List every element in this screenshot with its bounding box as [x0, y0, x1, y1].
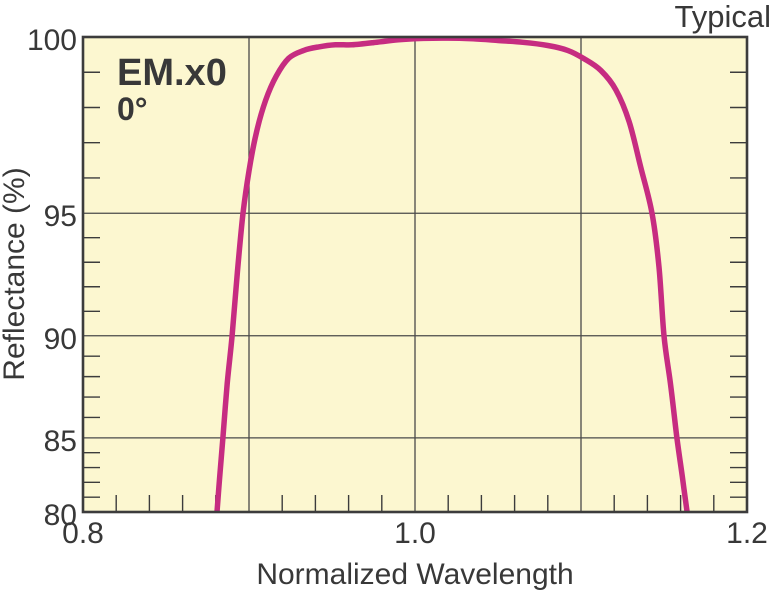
typical-label: Typical: [674, 0, 771, 34]
x-axis-title: Normalized Wavelength: [256, 558, 574, 591]
y-tick-label: 90: [43, 322, 77, 356]
y-tick-label: 95: [43, 200, 77, 234]
plot-border: [81, 35, 749, 514]
angle-annotation: 0°: [117, 91, 148, 127]
x-tick-label: 1.2: [726, 517, 768, 550]
x-tick-label: 1.0: [394, 517, 436, 550]
x-tick-label: 0.8: [62, 517, 104, 550]
y-tick-label: 85: [43, 424, 77, 458]
y-axis-title: Reflectance (%): [0, 167, 31, 381]
y-tick-label: 100: [26, 24, 77, 57]
series-annotation: EM.x0: [117, 52, 227, 94]
reflectance-curve: [214, 37, 690, 512]
y-tick-label: 80: [43, 499, 77, 532]
